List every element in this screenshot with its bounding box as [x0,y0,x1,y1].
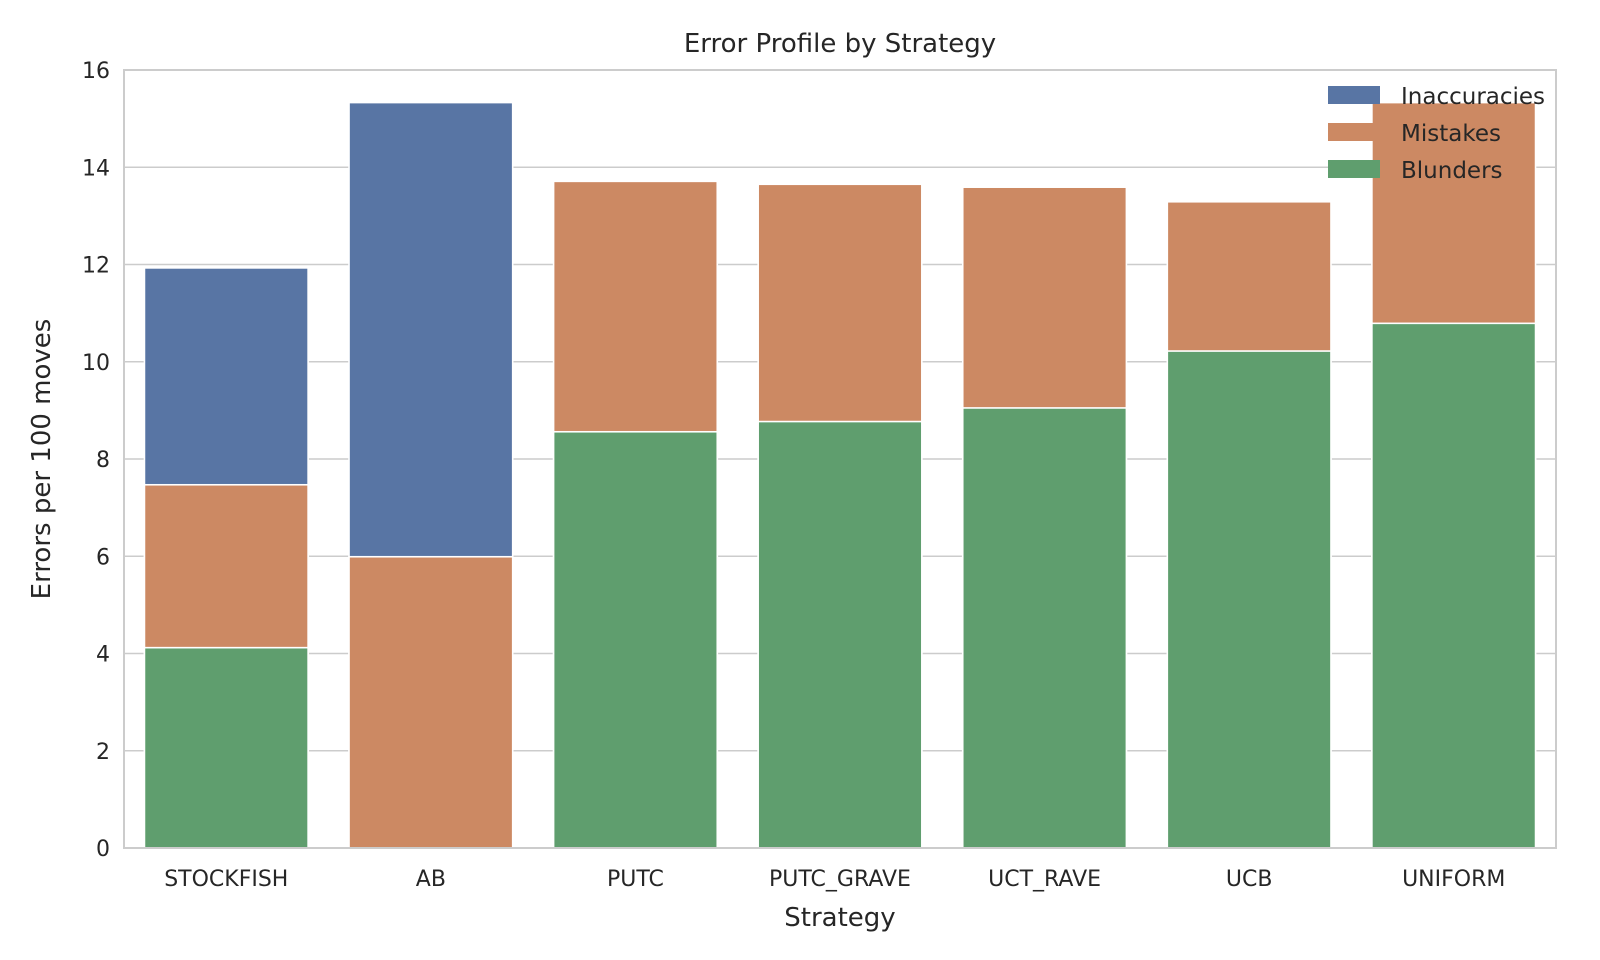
y-tick-label: 4 [96,643,110,668]
bars [143,101,1537,849]
legend-label-blunders: Blunders [1401,158,1503,184]
legend-swatch-blunders [1328,160,1380,178]
legend: Inaccuracies Mistakes Blunders [1328,84,1545,184]
legend-label-inaccuracies: Inaccuracies [1401,84,1545,110]
y-tick-label: 2 [96,740,110,765]
x-tick-label: PUTC [607,867,664,892]
bar-blunders-ucb [1166,350,1332,849]
x-tick-label: UCT_RAVE [988,867,1101,892]
x-tick-label: STOCKFISH [164,867,288,892]
legend-label-mistakes: Mistakes [1401,121,1501,147]
plot-frame [123,69,1557,849]
y-tick-label: 8 [96,448,110,473]
y-tick-label: 6 [96,545,110,570]
legend-swatch-inaccuracies [1328,86,1380,104]
x-axis-label: Strategy [784,903,895,933]
bar-blunders-uct_rave [961,407,1128,849]
bar-blunders-stockfish [143,646,309,849]
chart-title: Error Profile by Strategy [684,29,996,59]
bar-blunders-uniform [1371,322,1537,849]
bar-mistakes-ab [348,555,514,849]
y-tick-label: 10 [82,351,110,376]
x-tick-labels: STOCKFISH AB PUTC PUTC_GRAVE UCT_RAVE UCB UNIF… [164,867,1505,892]
y-tick-label: 12 [82,254,110,279]
x-tick-label: UNIFORM [1402,867,1505,892]
y-tick-label: 0 [96,837,110,862]
y-axis-label: Errors per 100 moves [27,319,57,600]
legend-swatch-mistakes [1328,123,1380,141]
y-tick-label: 16 [82,59,110,84]
x-tick-label: UCB [1226,867,1273,892]
x-tick-label: AB [416,867,446,892]
x-tick-label: PUTC_GRAVE [769,867,911,892]
y-tick-labels: 0 2 4 6 8 10 12 14 16 [82,59,110,862]
y-tick-label: 14 [82,156,110,181]
bar-blunders-putc_grave [757,420,923,849]
bar-blunders-putc [552,430,719,849]
